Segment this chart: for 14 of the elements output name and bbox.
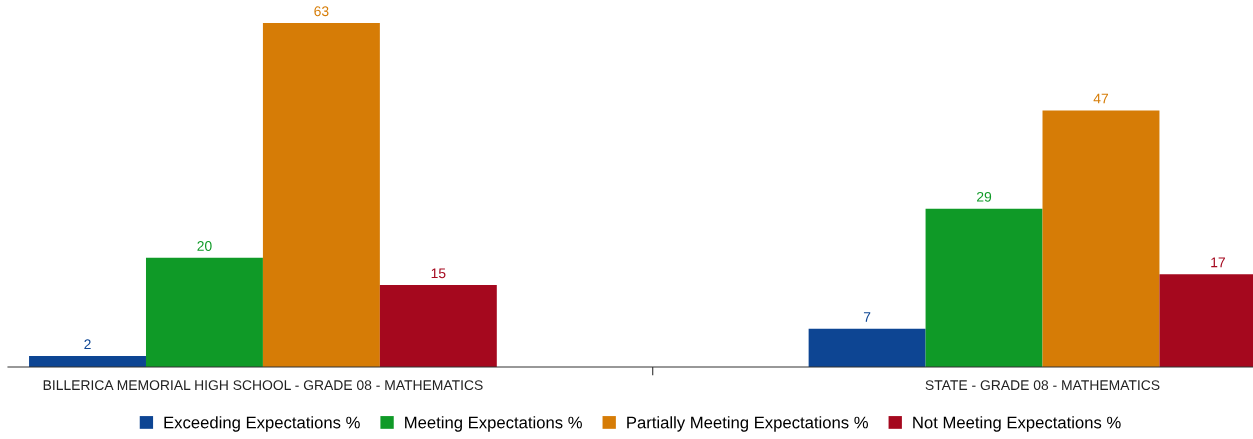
- legend-label: Not Meeting Expectations %: [913, 416, 1121, 432]
- data-label: 20: [197, 241, 212, 251]
- x-tick-label: BILLERICA MEMORIAL HIGH SCHOOL - GRADE 08 - MATHEMATICS: [43, 380, 483, 391]
- legend-label: Meeting Expectations %: [405, 416, 582, 432]
- data-label: 2: [84, 339, 91, 350]
- data-label: 47: [1093, 93, 1109, 104]
- legend-label: Exceeding Expectations %: [164, 416, 360, 432]
- data-label: 17: [1211, 257, 1225, 268]
- data-label: 15: [431, 268, 446, 279]
- data-label: 29: [977, 191, 992, 202]
- data-label: 7: [863, 312, 871, 322]
- legend-label: Partially Meeting Expectations %: [627, 416, 868, 432]
- x-tick-label: STATE - GRADE 08 - MATHEMATICS: [925, 380, 1160, 391]
- data-label: 63: [314, 6, 329, 17]
